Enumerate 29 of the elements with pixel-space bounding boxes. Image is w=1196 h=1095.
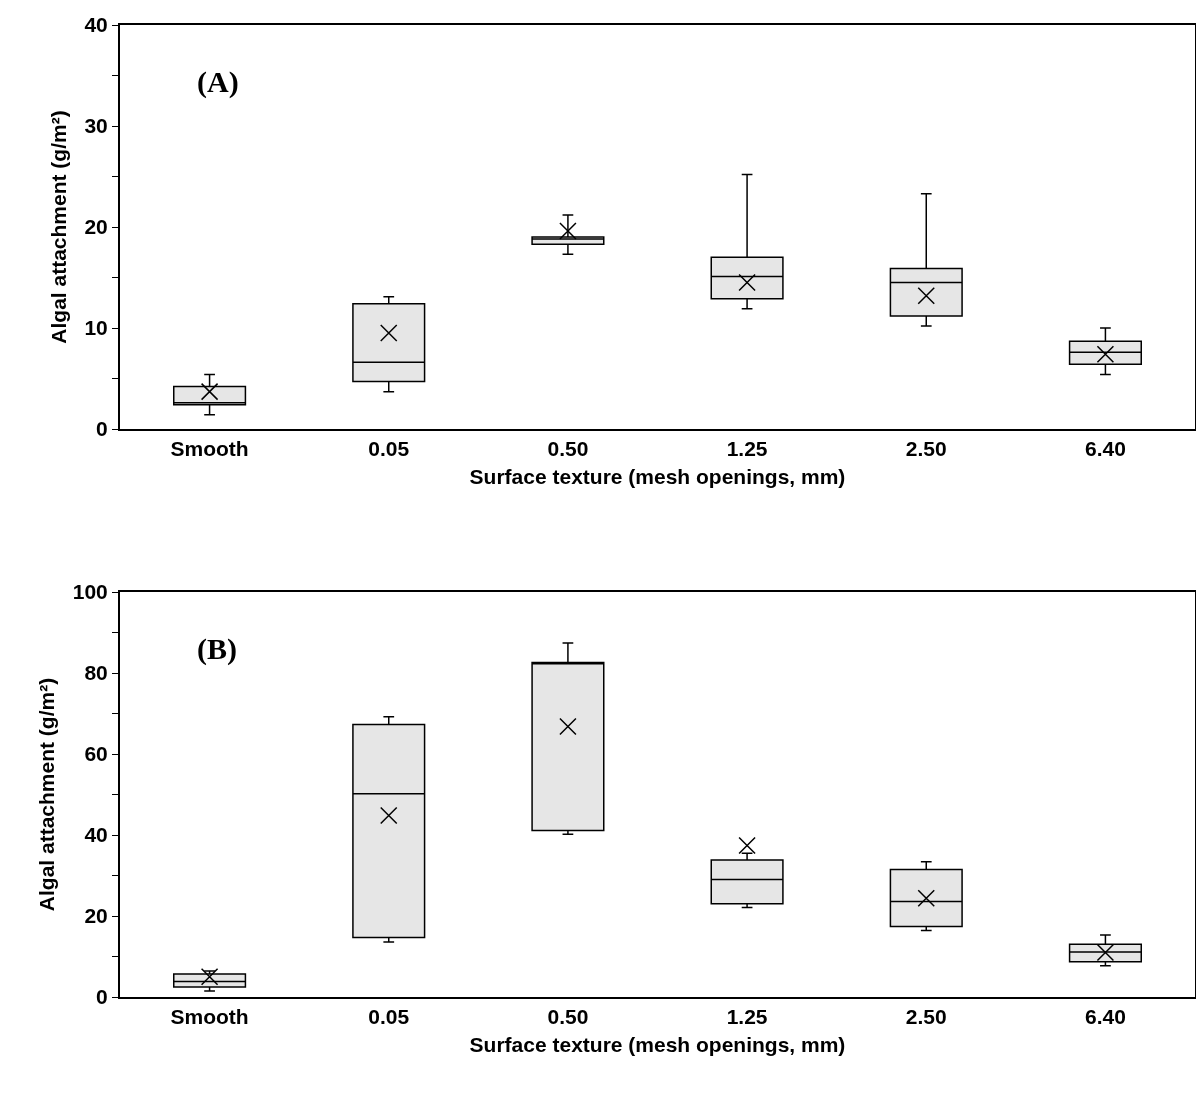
y-axis-title: Algal attachment (g/m²) [35,677,59,912]
x-tick-label: Smooth [170,1005,249,1029]
y-tick-label: 10 [84,316,108,340]
x-tick-label: 1.25 [726,1005,768,1029]
y-axis-title: Algal attachment (g/m²) [47,110,71,344]
x-tick-label: 6.40 [1084,1005,1126,1029]
x-tick-label: 1.25 [726,437,768,461]
x-axis-title: Surface texture (mesh openings, mm) [469,464,846,488]
x-tick-label: 0.50 [547,1005,589,1029]
y-tick-label: 20 [84,215,108,239]
x-tick-label: 0.50 [547,437,589,461]
annotation: (B) [197,632,237,666]
x-tick-label: 0.05 [368,1005,410,1029]
x-axis-title: Surface texture (mesh openings, mm) [469,1032,846,1056]
y-tick-label: 0 [96,985,108,1009]
y-tick-label: 20 [84,904,108,928]
y-tick-label: 0 [96,417,108,441]
y-tick-label: 100 [72,580,108,604]
x-tick-label: 0.05 [368,437,410,461]
y-tick-label: 40 [84,823,108,847]
x-tick-label: 2.50 [905,437,947,461]
x-tick-label: 2.50 [905,1005,947,1029]
y-tick-label: 40 [84,13,108,37]
y-tick-label: 80 [84,661,108,685]
annotation: (A) [197,65,239,99]
y-tick-label: 60 [84,742,108,766]
x-tick-label: Smooth [170,437,249,461]
y-tick-label: 30 [84,114,108,138]
x-tick-label: 6.40 [1084,437,1126,461]
